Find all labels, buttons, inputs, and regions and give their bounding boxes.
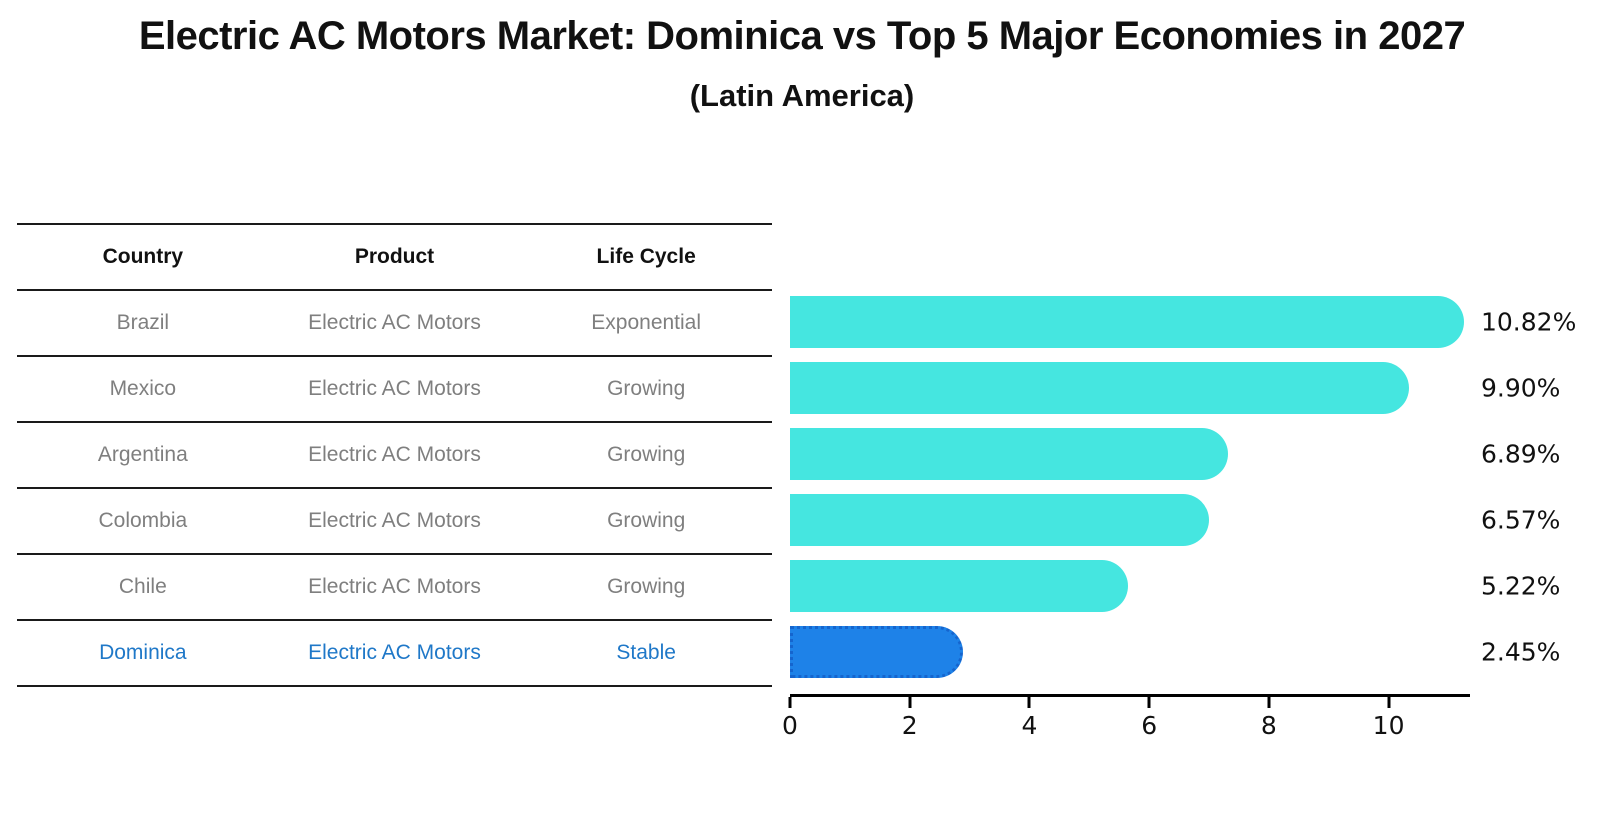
table-row: Colombia Electric AC Motors Growing (17, 489, 772, 555)
value-label-colombia: 6.57% (1481, 505, 1561, 535)
x-axis-tick-label: 6 (1141, 711, 1158, 740)
bar-plot-area (790, 0, 1470, 823)
cell-product: Electric AC Motors (308, 377, 481, 400)
cell-life-cycle: Growing (607, 377, 686, 400)
cell-country: Brazil (116, 311, 170, 334)
x-axis-tick-label: 2 (901, 711, 918, 740)
x-axis-tick-label: 10 (1372, 711, 1405, 740)
cell-country: Colombia (98, 509, 188, 532)
cell-life-cycle: Growing (607, 575, 686, 598)
column-header-country: Country (102, 245, 184, 268)
x-axis-tick (1267, 697, 1271, 708)
country-table: Country Product Life Cycle Brazil Electr… (17, 223, 772, 687)
x-axis-tick-label: 4 (1021, 711, 1038, 740)
value-label-chile: 5.22% (1481, 571, 1561, 601)
cell-product: Electric AC Motors (308, 641, 481, 664)
x-axis-tick-label: 0 (782, 711, 798, 740)
value-label-argentina: 6.89% (1481, 439, 1561, 469)
column-header-product: Product (354, 245, 435, 268)
table-row: Chile Electric AC Motors Growing (17, 555, 772, 621)
bar-argentina (790, 428, 1229, 480)
value-label-mexico: 9.90% (1481, 373, 1561, 403)
table-header-row: Country Product Life Cycle (17, 225, 772, 291)
cell-product: Electric AC Motors (308, 575, 481, 598)
bar-chile (790, 560, 1129, 612)
value-label-dominica: 2.45% (1481, 637, 1561, 667)
column-header-life-cycle: Life Cycle (596, 245, 696, 268)
cell-product: Electric AC Motors (308, 443, 481, 466)
x-axis-tick (788, 697, 792, 708)
value-label-brazil: 10.82% (1481, 307, 1577, 337)
chart-title: Electric AC Motors Market: Dominica vs T… (138, 14, 1466, 58)
cell-life-cycle: Growing (607, 509, 686, 532)
cell-country: Mexico (109, 377, 177, 400)
cell-life-cycle: Exponential (591, 311, 702, 334)
chart-subtitle: (Latin America) (689, 78, 915, 113)
cell-country: Chile (118, 575, 167, 598)
table-row: Brazil Electric AC Motors Exponential (17, 291, 772, 357)
x-axis-line (790, 694, 1470, 697)
x-axis-tick (1387, 697, 1391, 708)
x-axis-tick (1027, 697, 1031, 708)
bar-colombia (790, 494, 1210, 546)
bar-mexico (790, 362, 1409, 414)
cell-product: Electric AC Motors (308, 509, 481, 532)
x-axis-tick-label: 8 (1260, 711, 1277, 740)
table-row: Argentina Electric AC Motors Growing (17, 423, 772, 489)
cell-country: Dominica (99, 641, 187, 664)
cell-country: Argentina (97, 443, 188, 466)
bar-dominica-highlighted (790, 626, 963, 678)
x-axis-tick (1147, 697, 1151, 708)
x-axis-tick (908, 697, 912, 708)
bar-brazil (790, 296, 1464, 348)
table-row: Mexico Electric AC Motors Growing (17, 357, 772, 423)
cell-life-cycle: Stable (616, 641, 676, 664)
table-row-highlighted: Dominica Electric AC Motors Stable (17, 621, 772, 687)
x-axis: 0 2 4 6 8 10 (782, 697, 1470, 757)
cell-product: Electric AC Motors (308, 311, 481, 334)
cell-life-cycle: Growing (607, 443, 686, 466)
